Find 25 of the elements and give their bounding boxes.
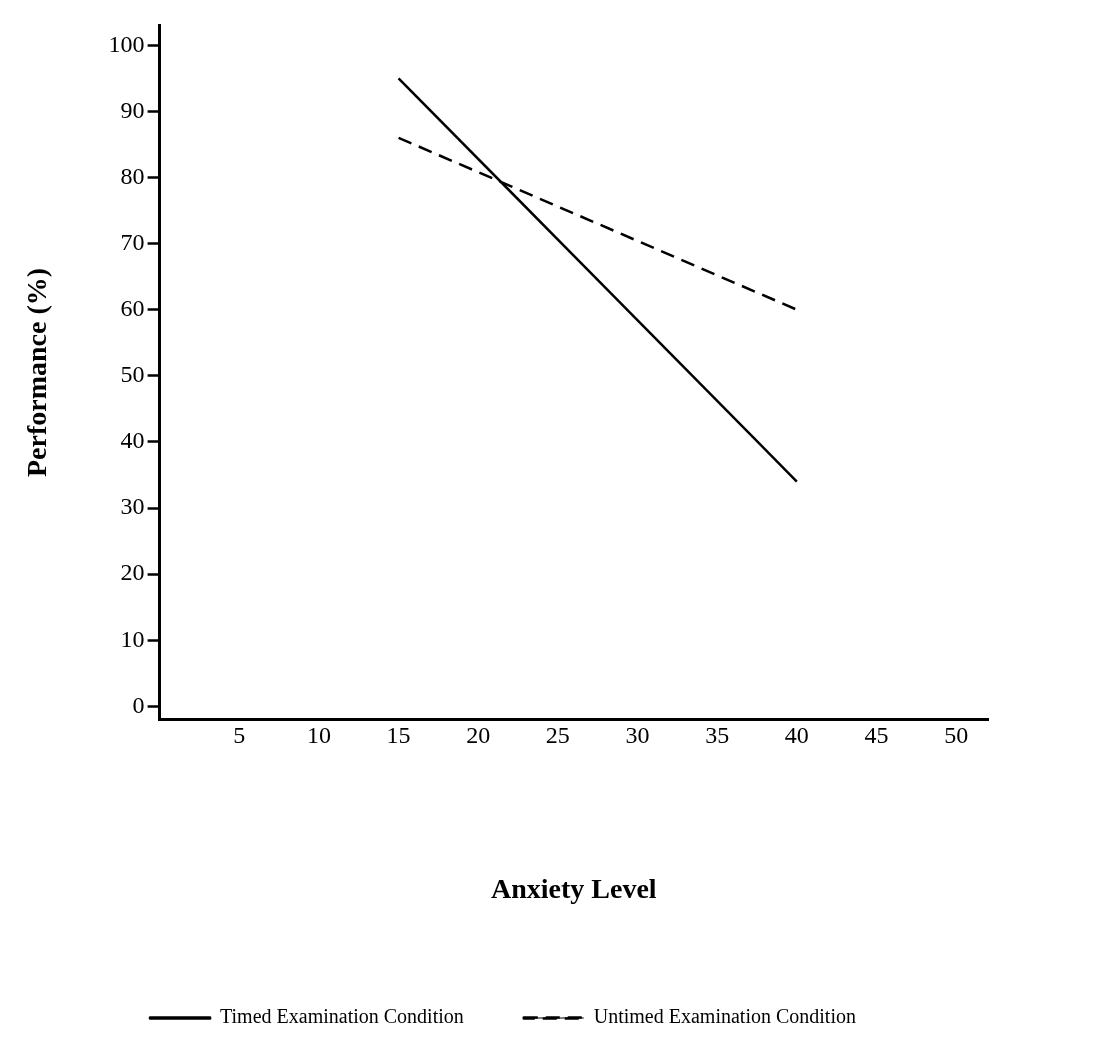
x-tick-label: 40 xyxy=(784,722,809,749)
x-tick-label: 15 xyxy=(386,722,411,749)
x-tick-label: 35 xyxy=(705,722,730,749)
legend-label: Untimed Examination Condition xyxy=(593,1005,856,1028)
x-tick-label: 20 xyxy=(466,722,491,749)
x-tick-label: 10 xyxy=(306,722,331,749)
y-tick-label: 50 xyxy=(120,361,145,388)
y-tick-label: 30 xyxy=(120,493,145,520)
x-tick-label: 30 xyxy=(625,722,650,749)
y-tick-label: 40 xyxy=(120,427,145,454)
y-tick-label: 70 xyxy=(120,228,145,255)
y-tick-label: 20 xyxy=(120,559,145,586)
x-tick-label: 25 xyxy=(545,722,570,749)
x-tick-label: 50 xyxy=(944,722,969,749)
y-tick-label: 80 xyxy=(120,162,145,189)
y-tick-label: 90 xyxy=(120,96,145,123)
x-tick-label: 5 xyxy=(233,722,246,749)
y-axis-title: Performance (%) xyxy=(21,267,53,478)
y-tick-label: 10 xyxy=(120,625,145,652)
legend-label: Timed Examination Condition xyxy=(220,1005,464,1028)
y-tick-label: 0 xyxy=(132,691,145,718)
x-tick-label: 45 xyxy=(864,722,889,749)
x-axis-title: Anxiety Level xyxy=(490,873,657,905)
y-tick-label: 100 xyxy=(108,30,145,57)
y-tick-label: 60 xyxy=(120,294,145,321)
